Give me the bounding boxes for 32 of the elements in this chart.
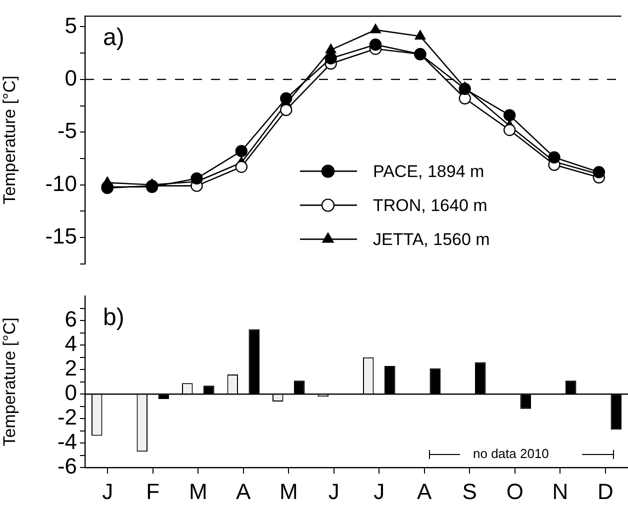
x-tick-label: M <box>188 478 208 504</box>
y-tick-label: -5 <box>57 118 77 144</box>
x-tick-label: M <box>279 478 298 504</box>
y-tick-label: -4 <box>57 429 77 454</box>
y-tick-label: 0 <box>64 380 77 406</box>
y-tick-label: -2 <box>57 404 77 430</box>
x-tick-label: J <box>102 478 114 504</box>
x-tick-label: J <box>328 478 340 504</box>
x-tick-label: S <box>462 478 477 504</box>
x-tick-label: J <box>374 478 385 504</box>
x-tick-label: D <box>597 478 614 504</box>
y-tick-label: 2 <box>64 356 77 381</box>
x-tick-label: O <box>506 478 524 504</box>
y-tick-label: -6 <box>57 454 77 479</box>
x-tick-label: N <box>552 478 568 504</box>
y-axis-title: Temperature [°C] <box>0 76 19 204</box>
y-tick-label: 4 <box>64 331 77 356</box>
x-tick-label: F <box>146 478 160 504</box>
y-tick-label: -10 <box>45 170 77 196</box>
y-tick-label: -15 <box>45 224 77 249</box>
legend-label: JETTA, 1560 m <box>373 230 490 249</box>
chart-title: b) <box>103 304 124 331</box>
legend-label: TRON, 1640 m <box>373 196 488 215</box>
annotation: no data 2010 <box>473 446 549 461</box>
legend-label: PACE, 1894 m <box>373 162 484 181</box>
x-tick-label: A <box>417 478 432 504</box>
y-tick-label: 0 <box>64 65 77 90</box>
chart-title: a) <box>103 24 124 51</box>
y-tick-label: 5 <box>64 12 77 38</box>
y-tick-label: 6 <box>64 306 77 332</box>
x-tick-label: A <box>236 478 252 504</box>
y-axis-title: Temperature [°C] <box>0 318 19 446</box>
